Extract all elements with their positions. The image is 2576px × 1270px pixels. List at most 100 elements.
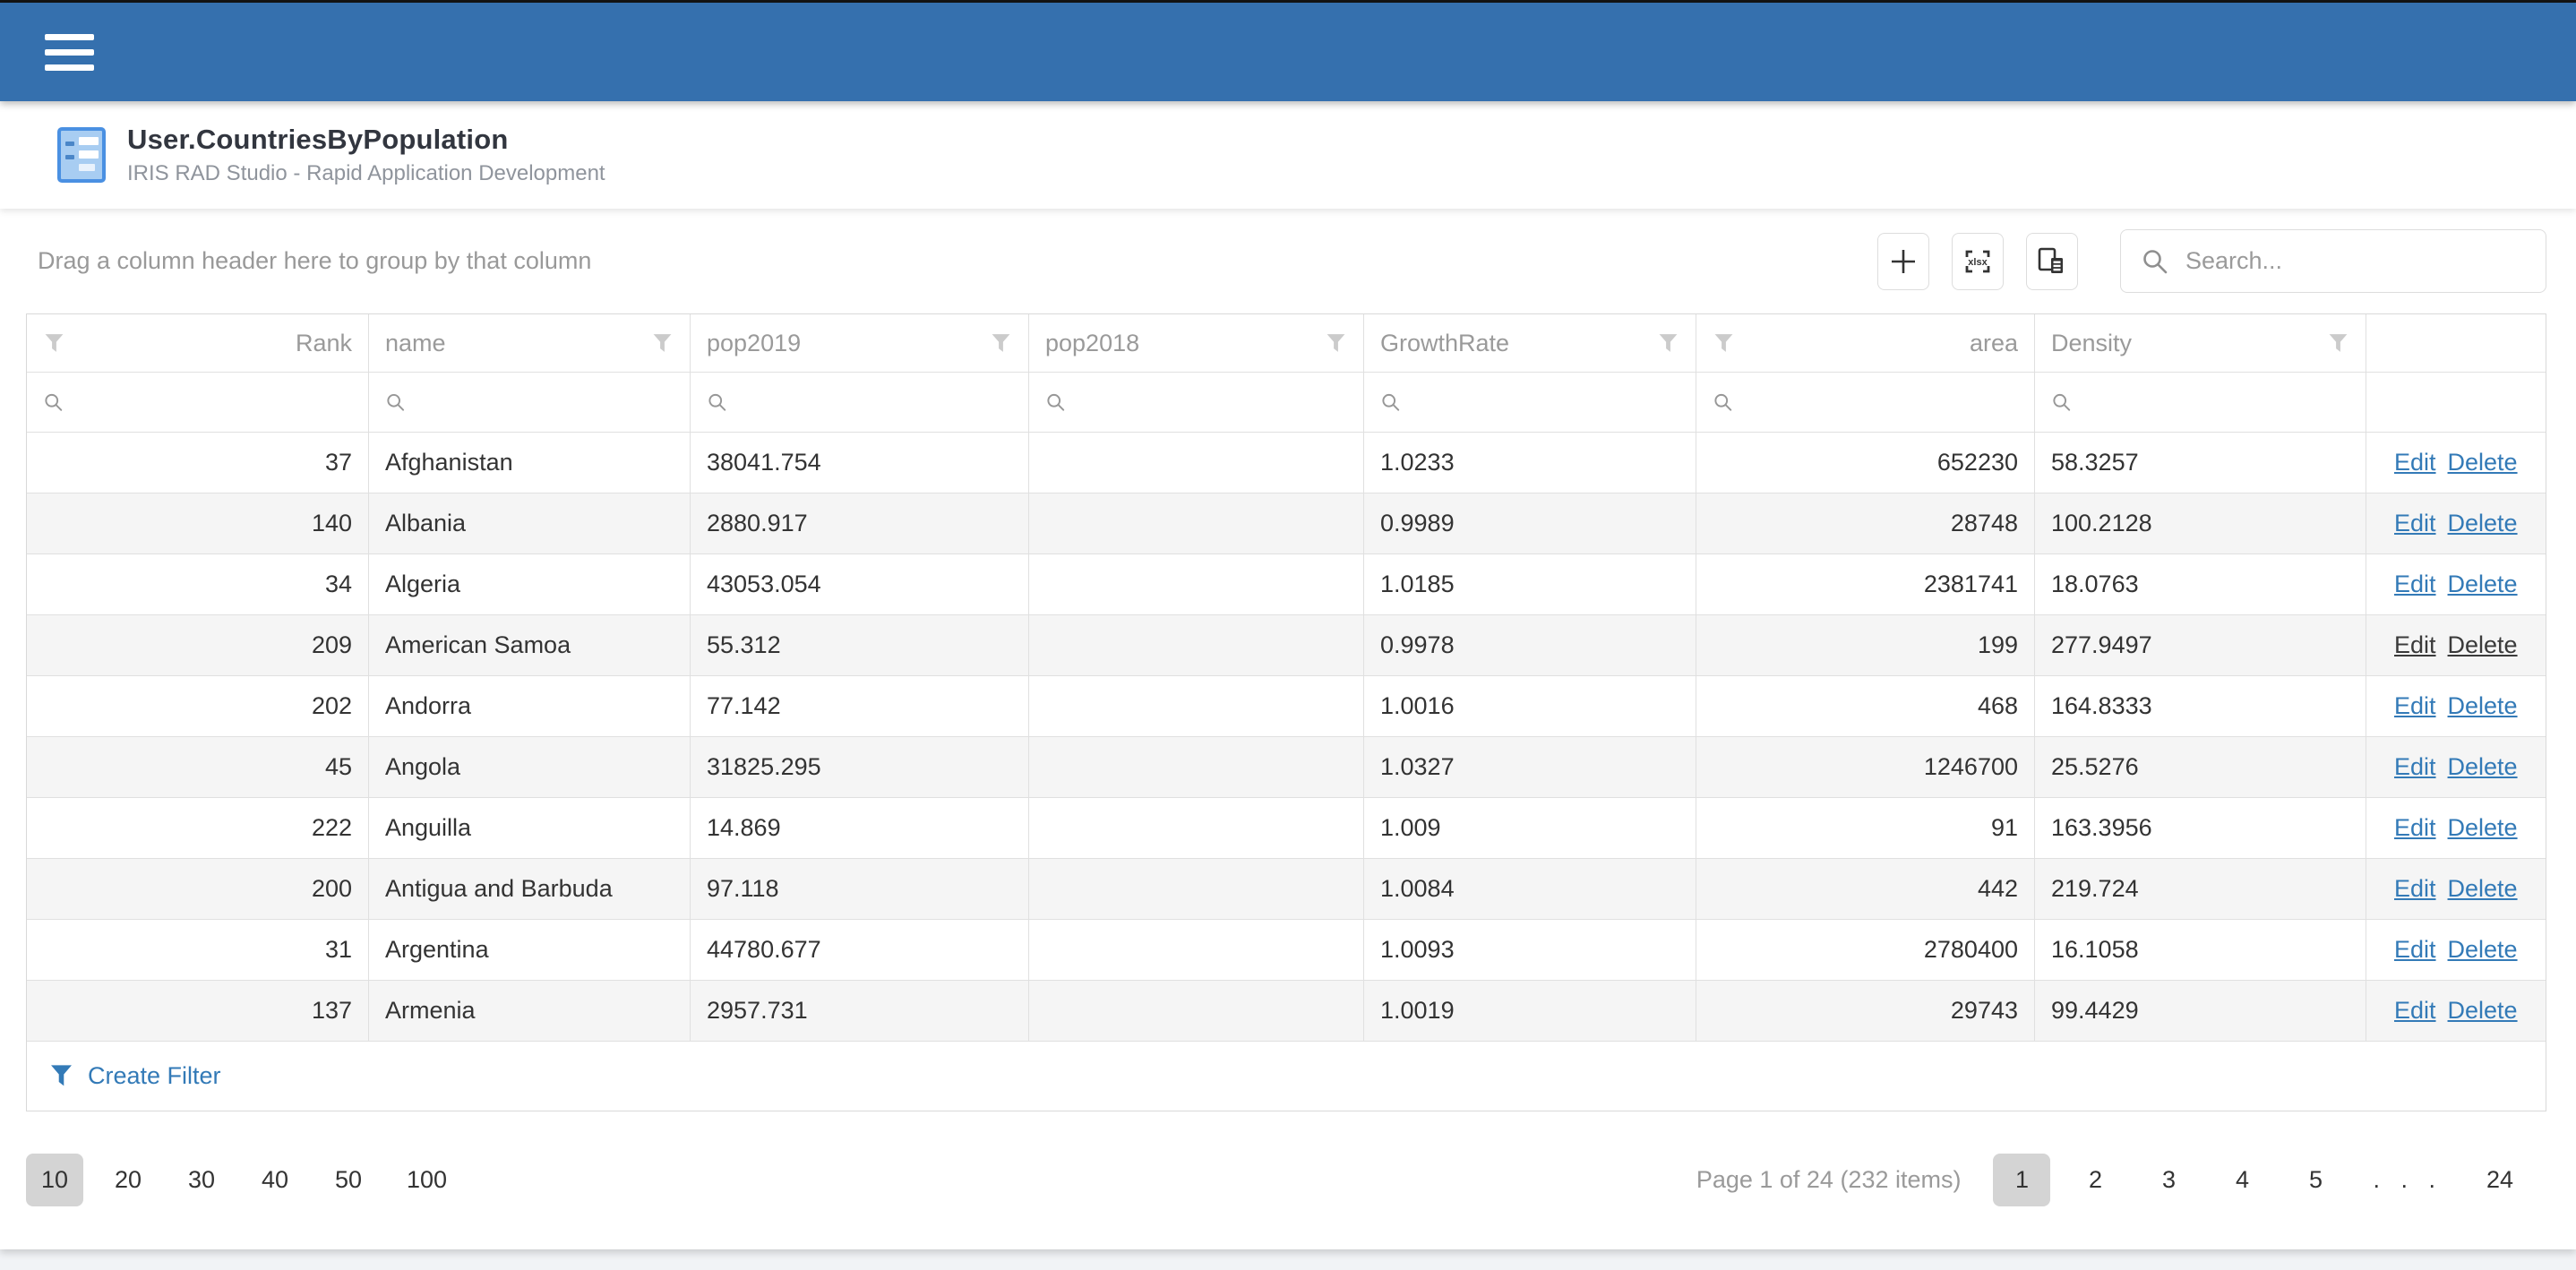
cell-GrowthRate: 0.9978 — [1364, 615, 1696, 675]
export-xlsx-icon: xlsx — [1965, 250, 1990, 272]
page-size-50[interactable]: 50 — [334, 1165, 363, 1193]
page-size-20[interactable]: 20 — [114, 1165, 142, 1193]
page-size-40[interactable]: 40 — [261, 1165, 289, 1193]
column-chooser-button[interactable] — [2026, 232, 2078, 290]
menu-button[interactable] — [38, 27, 101, 78]
filter-row-cell-GrowthRate — [1364, 373, 1696, 432]
edit-link[interactable]: Edit — [2394, 753, 2436, 780]
grid-filter-row — [27, 373, 2546, 433]
cell-actions: Edit Delete — [2366, 433, 2546, 493]
cell-actions: Edit Delete — [2366, 554, 2546, 614]
filter-funnel-icon[interactable] — [990, 332, 1012, 355]
delete-link[interactable]: Delete — [2447, 571, 2518, 597]
cell-actions: Edit Delete — [2366, 676, 2546, 736]
table-row: 202 Andorra 77.142 1.0016 468 164.8333 Edit Del… — [27, 676, 2546, 737]
column-header-pop2019[interactable]: pop2019 — [691, 314, 1029, 372]
edit-link[interactable]: Edit — [2394, 875, 2436, 902]
table-row: 37 Afghanistan 38041.754 1.0233 652230 58.325… — [27, 433, 2546, 493]
export-xlsx-button[interactable]: xlsx — [1952, 232, 2004, 290]
table-row: 140 Albania 2880.917 0.9989 28748 100.2128 Edi… — [27, 493, 2546, 554]
column-header-area[interactable]: area — [1696, 314, 2035, 372]
edit-link[interactable]: Edit — [2394, 936, 2436, 963]
delete-link[interactable]: Delete — [2447, 631, 2518, 658]
cell-area: 28748 — [1696, 493, 2035, 553]
page-button-5[interactable]: 5 — [2308, 1165, 2323, 1193]
cell-pop2018 — [1029, 859, 1364, 919]
column-header-name[interactable]: name — [369, 314, 691, 372]
page-button-4[interactable]: 4 — [2235, 1165, 2249, 1193]
hamburger-icon — [45, 48, 94, 56]
filter-input-name[interactable] — [418, 388, 674, 416]
column-header-GrowthRate[interactable]: GrowthRate — [1364, 314, 1696, 372]
filter-input-Rank[interactable] — [77, 388, 352, 416]
page-size-100[interactable]: 100 — [407, 1165, 448, 1193]
edit-link[interactable]: Edit — [2394, 449, 2436, 476]
edit-link[interactable]: Edit — [2394, 997, 2436, 1024]
filter-funnel-icon[interactable] — [1713, 332, 1735, 355]
edit-link[interactable]: Edit — [2394, 631, 2436, 658]
filter-funnel-icon[interactable] — [1325, 332, 1347, 355]
cell-Rank: 200 — [27, 859, 369, 919]
column-header-Density[interactable]: Density — [2035, 314, 2366, 372]
column-header-Rank[interactable]: Rank — [27, 314, 369, 372]
search-icon — [1714, 393, 1732, 411]
page-size-10[interactable]: 10 — [26, 1153, 83, 1206]
cell-pop2018 — [1029, 981, 1364, 1041]
page-size-30[interactable]: 30 — [187, 1165, 216, 1193]
edit-link[interactable]: Edit — [2394, 814, 2436, 841]
column-header-label: area — [1969, 329, 2018, 356]
cell-Density: 277.9497 — [2035, 615, 2366, 675]
cell-Rank: 34 — [27, 554, 369, 614]
filter-funnel-icon[interactable] — [1657, 332, 1679, 355]
delete-link[interactable]: Delete — [2447, 936, 2518, 963]
cell-actions: Edit Delete — [2366, 493, 2546, 553]
column-header-label: pop2018 — [1045, 329, 1140, 356]
search-icon — [708, 393, 726, 411]
title-header: User.CountriesByPopulation IRIS RAD Stud… — [0, 101, 2576, 209]
filter-funnel-icon[interactable] — [651, 332, 674, 355]
cell-GrowthRate: 1.0084 — [1364, 859, 1696, 919]
create-filter-label: Create Filter — [88, 1062, 221, 1089]
filter-input-area[interactable] — [1746, 388, 2018, 416]
search-input[interactable] — [2185, 247, 2531, 275]
cell-Density: 25.5276 — [2035, 737, 2366, 797]
filter-input-pop2018[interactable] — [1078, 388, 1347, 416]
cell-Density: 99.4429 — [2035, 981, 2366, 1041]
cell-pop2018 — [1029, 493, 1364, 553]
edit-link[interactable]: Edit — [2394, 510, 2436, 536]
column-header-actions — [2366, 314, 2546, 372]
cell-Density: 219.724 — [2035, 859, 2366, 919]
delete-link[interactable]: Delete — [2447, 692, 2518, 719]
delete-link[interactable]: Delete — [2447, 997, 2518, 1024]
delete-link[interactable]: Delete — [2447, 510, 2518, 536]
page-info: Page 1 of 24 (232 items) — [1696, 1165, 1962, 1193]
grid-rows: 37 Afghanistan 38041.754 1.0233 652230 58.325… — [27, 433, 2546, 1042]
filter-input-pop2019[interactable] — [740, 388, 1012, 416]
column-header-label: pop2019 — [707, 329, 802, 356]
delete-link[interactable]: Delete — [2447, 814, 2518, 841]
filter-row-cell-pop2019 — [691, 373, 1029, 432]
page-button-2[interactable]: 2 — [2088, 1165, 2102, 1193]
cell-name: Albania — [369, 493, 691, 553]
table-row: 137 Armenia 2957.731 1.0019 29743 99.4429 Edit… — [27, 981, 2546, 1042]
create-filter-button[interactable]: Create Filter — [27, 1042, 2546, 1111]
edit-link[interactable]: Edit — [2394, 571, 2436, 597]
delete-link[interactable]: Delete — [2447, 449, 2518, 476]
delete-link[interactable]: Delete — [2447, 753, 2518, 780]
column-header-pop2018[interactable]: pop2018 — [1029, 314, 1364, 372]
cell-Rank: 137 — [27, 981, 369, 1041]
filter-funnel-icon[interactable] — [43, 332, 65, 355]
filter-funnel-icon — [51, 1065, 72, 1086]
filter-funnel-icon[interactable] — [2327, 332, 2349, 355]
filter-input-GrowthRate[interactable] — [1413, 388, 1679, 416]
filter-input-Density[interactable] — [2084, 388, 2349, 416]
delete-link[interactable]: Delete — [2447, 875, 2518, 902]
page-button-3[interactable]: 3 — [2161, 1165, 2176, 1193]
add-row-button[interactable] — [1877, 232, 1929, 290]
edit-link[interactable]: Edit — [2394, 692, 2436, 719]
page-button-1[interactable]: 1 — [1993, 1153, 2051, 1206]
title-block: User.CountriesByPopulation IRIS RAD Stud… — [127, 124, 605, 186]
page-button-24[interactable]: 24 — [2486, 1165, 2514, 1193]
cell-area: 2381741 — [1696, 554, 2035, 614]
table-form-icon — [57, 127, 106, 183]
